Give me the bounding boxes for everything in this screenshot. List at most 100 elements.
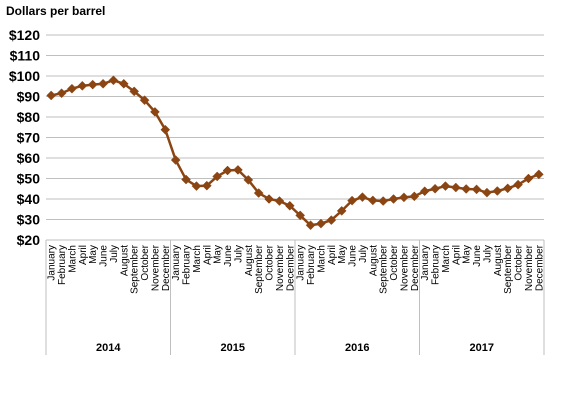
x-tick-label: September — [379, 244, 390, 294]
data-point — [139, 95, 150, 106]
data-point — [264, 194, 274, 204]
y-tick-label: $80 — [17, 109, 41, 125]
x-tick-label: October — [389, 244, 400, 280]
data-point — [150, 107, 160, 117]
data-point — [274, 196, 285, 206]
data-point — [181, 174, 191, 185]
y-tick-label: $110 — [10, 48, 41, 64]
data-point — [367, 195, 378, 206]
data-point — [533, 169, 544, 180]
x-tick-label: June — [472, 245, 483, 267]
series-line-path — [50, 78, 540, 227]
data-point — [316, 218, 326, 229]
data-point — [212, 171, 223, 182]
data-point — [67, 83, 77, 94]
data-point — [243, 175, 254, 185]
year-label: 2016 — [345, 342, 369, 354]
x-tick-label: April — [327, 245, 338, 265]
year-label: 2017 — [470, 342, 494, 354]
year-label: 2015 — [221, 342, 245, 354]
x-tick-label: March — [441, 245, 452, 273]
y-tick-label: $40 — [17, 191, 41, 207]
x-tick-label: June — [348, 245, 359, 267]
x-tick-label: March — [192, 245, 203, 273]
data-point — [440, 181, 451, 191]
x-tick-label: September — [130, 244, 141, 294]
x-tick-label: May — [337, 245, 348, 264]
data-point — [336, 206, 347, 216]
x-tick-label: April — [78, 245, 89, 265]
x-axis: January February March April May June July Augu… — [45, 240, 545, 355]
data-point — [46, 90, 57, 101]
x-tick-label: July — [358, 245, 369, 263]
data-point — [461, 184, 472, 194]
data-point — [305, 220, 316, 231]
x-tick-label: February — [57, 245, 68, 285]
data-point — [295, 210, 306, 221]
x-tick-label: November — [150, 244, 161, 291]
data-point — [191, 181, 202, 191]
data-point — [378, 196, 389, 206]
x-tick-label: April — [202, 245, 213, 265]
x-tick-label: August — [493, 245, 504, 276]
y-tick-label: $30 — [17, 212, 41, 228]
data-point — [233, 165, 243, 175]
x-tick-label: December — [285, 244, 296, 291]
data-point — [513, 179, 523, 190]
data-point — [87, 79, 98, 90]
x-tick-label: January — [171, 245, 182, 281]
x-tick-label: June — [99, 245, 110, 267]
x-tick-label: January — [47, 245, 58, 281]
y-tick-label: $90 — [17, 89, 41, 105]
x-tick-label: October — [514, 244, 525, 280]
x-tick-label: May — [462, 245, 473, 264]
x-tick-label: July — [482, 245, 493, 263]
y-tick-label: $20 — [17, 232, 41, 248]
x-tick-label: October — [140, 244, 151, 280]
data-point — [502, 183, 513, 194]
data-points — [46, 75, 544, 231]
data-point — [118, 78, 129, 89]
data-point — [419, 186, 430, 197]
data-point — [108, 75, 119, 86]
x-tick-label: December — [534, 244, 545, 291]
y-tick-label: $60 — [17, 150, 41, 166]
data-point — [399, 192, 409, 203]
y-axis-ticks: $20 $30 $40 $50 $60 $70 $80 $90 $100 $110 $120 — [9, 27, 40, 248]
data-point — [471, 184, 482, 195]
data-point — [98, 78, 108, 89]
data-point — [129, 86, 140, 97]
year-label: 2014 — [96, 342, 121, 354]
x-tick-label: May — [88, 245, 99, 264]
data-point — [326, 215, 337, 225]
x-tick-label: August — [119, 245, 130, 276]
data-point — [284, 200, 295, 211]
data-point — [357, 192, 368, 203]
x-tick-label: November — [399, 244, 410, 291]
x-tick-label: June — [223, 245, 234, 267]
x-tick-label: January — [420, 245, 431, 281]
x-tick-label: December — [161, 244, 172, 291]
x-tick-label: November — [524, 244, 535, 291]
data-point — [492, 186, 503, 196]
x-tick-label: February — [182, 245, 193, 285]
x-tick-label: November — [275, 244, 286, 291]
y-tick-label: $120 — [9, 27, 40, 43]
data-point — [222, 165, 233, 176]
x-tick-label: July — [233, 245, 244, 263]
x-tick-label: September — [503, 244, 514, 294]
data-point — [450, 182, 461, 193]
x-tick-label: March — [316, 245, 327, 273]
y-tick-label: $100 — [9, 68, 40, 84]
x-tick-label: February — [306, 245, 317, 285]
data-point — [430, 183, 440, 194]
x-tick-label: March — [67, 245, 78, 273]
x-tick-label: May — [213, 245, 224, 264]
y-tick-label: $50 — [17, 171, 41, 187]
data-point — [523, 173, 534, 184]
x-tick-label: January — [296, 245, 307, 281]
data-point — [170, 155, 181, 165]
series-line — [50, 78, 540, 227]
data-point — [201, 180, 212, 191]
